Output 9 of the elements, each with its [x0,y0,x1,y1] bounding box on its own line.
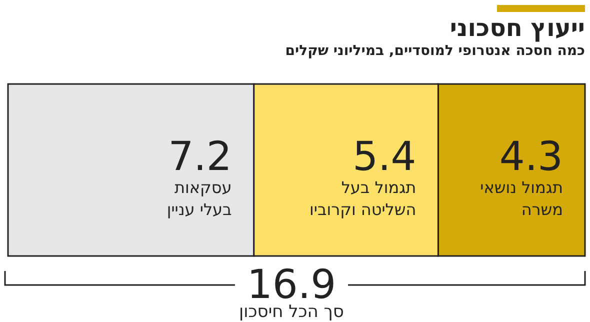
series-label: תגמול בעל השליטה וקרוביו [310,178,416,219]
data-label: 4.3 [499,134,563,180]
data-label: 5.4 [352,134,416,180]
chart-subtitle: כמה חסכה אנטרופי למוסדיים, במיליוני שקלים [285,43,586,59]
series-label: תגמול נושאי משרה [480,178,563,219]
series-label: עסקאות בעלי עניין [166,178,232,219]
chart-title: ייעוץ חסכוני [450,14,585,42]
data-label: 7.2 [168,134,232,180]
text: סך הכל חיסכון [239,302,344,322]
